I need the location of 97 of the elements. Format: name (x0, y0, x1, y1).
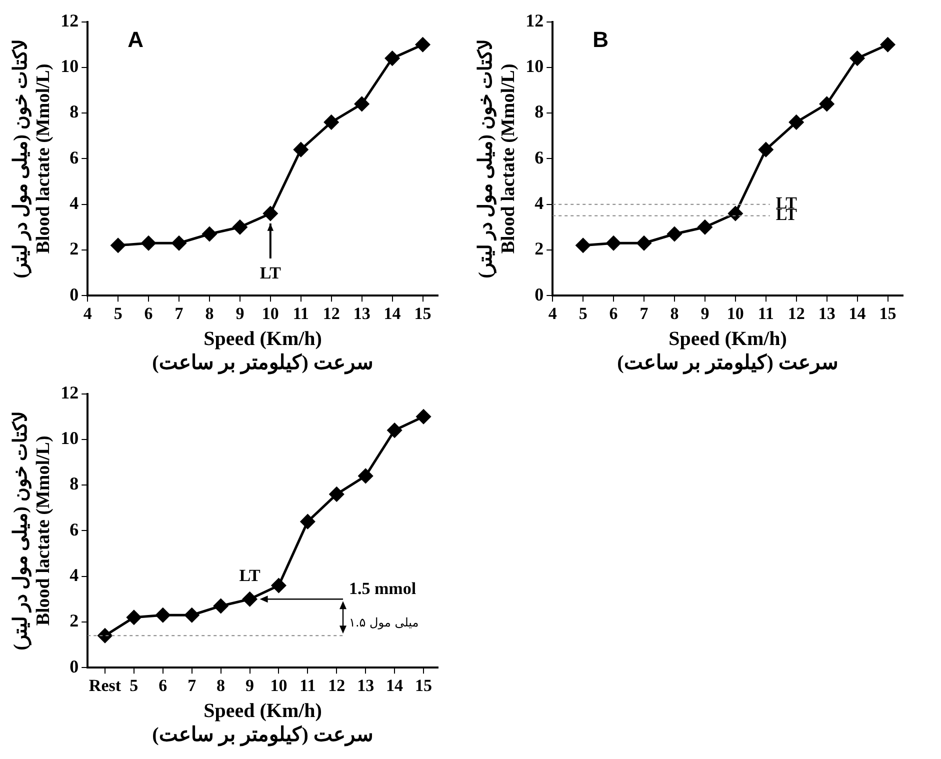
point (758, 142, 774, 157)
y-tick-label: 0 (70, 656, 79, 676)
y-tick-label: 6 (70, 519, 79, 540)
point (263, 206, 278, 221)
point (172, 236, 186, 250)
x-tick-label: 7 (188, 676, 197, 696)
chart-title: A (128, 26, 144, 52)
point (202, 226, 217, 242)
x-tick-label: 11 (292, 304, 309, 324)
y-tick-label: 2 (70, 238, 79, 259)
x-tick-label: 13 (818, 304, 836, 324)
y-tick-label: 10 (526, 56, 544, 76)
annotation: LT (260, 263, 282, 282)
y-tick-label: 2 (534, 238, 544, 259)
x-tick-label: 6 (609, 304, 618, 324)
point (789, 114, 804, 130)
point (271, 578, 286, 593)
x-tick-label: 13 (357, 676, 374, 696)
point (667, 226, 682, 242)
x-tick-label: 6 (144, 304, 153, 324)
x-tick-label: 7 (174, 304, 184, 324)
x-tick-label: 9 (236, 304, 244, 324)
x-tick-label: 15 (879, 304, 896, 324)
point (358, 468, 373, 484)
x-tick-label: 7 (640, 304, 649, 324)
y-tick-label: 8 (70, 102, 79, 122)
x-tick-label: 12 (322, 304, 340, 324)
y-tick-label: 12 (60, 382, 79, 402)
point (110, 238, 126, 253)
annotation: LT (239, 566, 261, 586)
point (385, 51, 400, 66)
x-tick-label: 5 (130, 676, 138, 696)
x-tick-label: 14 (384, 304, 402, 324)
point (728, 206, 743, 221)
x-tick-label: 10 (262, 304, 279, 324)
x-tick-label: 13 (353, 304, 370, 324)
y-tick-label: 4 (70, 564, 79, 585)
x-tick-label: 11 (300, 676, 316, 696)
point (184, 608, 200, 622)
x-tick-label: 4 (548, 304, 558, 324)
point (416, 409, 431, 424)
chart-title: B (592, 26, 608, 52)
y-tick-label: 10 (60, 428, 79, 448)
point (354, 96, 370, 112)
point (850, 51, 865, 66)
point (294, 142, 308, 157)
x-tick-label: 12 (788, 304, 805, 324)
x-tick-label: 15 (414, 304, 432, 324)
x-tick-label: 15 (415, 676, 432, 696)
x-tick-label: 14 (848, 304, 866, 324)
point (156, 608, 170, 622)
y-tick-label: 8 (70, 474, 79, 494)
point (126, 610, 142, 625)
point (416, 37, 430, 52)
point (606, 236, 621, 250)
y-tick-label: 12 (60, 10, 79, 30)
point (329, 486, 344, 502)
x-tick-label: 8 (670, 304, 679, 324)
x-tick-label: 6 (158, 676, 168, 696)
y-tick-label: 8 (534, 102, 544, 122)
x-tick-label: Rest (88, 676, 122, 696)
point (387, 423, 402, 438)
point (232, 220, 248, 234)
y-tick-label: 10 (60, 56, 79, 76)
x-tick-label: 14 (386, 676, 404, 696)
x-tick-label: 10 (270, 676, 288, 696)
point (214, 598, 228, 614)
x-tick-label: 8 (205, 304, 214, 324)
point (880, 37, 896, 52)
point (98, 628, 112, 643)
point (141, 236, 156, 250)
x-tick-label: 5 (578, 304, 588, 324)
x-tick-label: 8 (216, 676, 226, 696)
point (576, 238, 590, 253)
y-tick-label: 0 (534, 284, 544, 304)
x-tick-label: 9 (700, 304, 710, 324)
y-tick-label: 6 (534, 147, 544, 168)
point (820, 96, 834, 112)
point (242, 592, 258, 606)
x-tick-label: 4 (83, 304, 92, 324)
y-tick-label: 2 (70, 610, 79, 631)
y-tick-label: 6 (70, 147, 79, 168)
y-tick-label: 4 (70, 192, 79, 213)
point (636, 236, 652, 250)
y-tick-label: 4 (534, 192, 544, 213)
x-tick-label: 10 (726, 304, 744, 324)
point (300, 514, 315, 529)
x-tick-label: 11 (758, 304, 774, 324)
x-tick-label: 5 (114, 304, 122, 324)
x-tick-label: 12 (328, 676, 346, 696)
point (324, 114, 339, 130)
y-tick-label: 0 (70, 284, 79, 304)
point (698, 220, 712, 234)
x-tick-label: 9 (246, 676, 254, 696)
y-tick-label: 12 (526, 10, 544, 30)
annotation: ۱.۵ میلی مول (349, 615, 419, 630)
annotation: 1.5 mmol (349, 579, 416, 598)
